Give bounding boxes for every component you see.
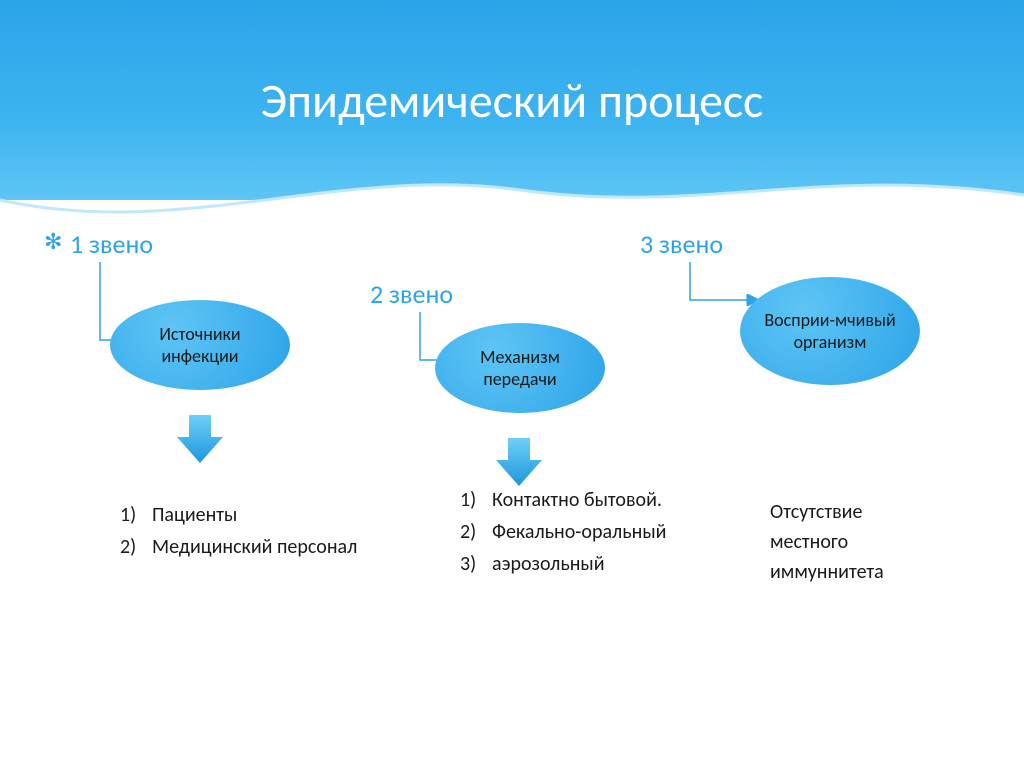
node-source: Источники инфекции	[110, 300, 290, 390]
right-text-line-3: иммуннитета	[770, 557, 884, 587]
node-mechanism: Механизм передачи	[435, 323, 605, 413]
right-text-line-2: местного	[770, 527, 884, 557]
block-arrow-1	[177, 415, 223, 463]
list-sources: 1)Пациенты 2)Медицинский персонал	[120, 500, 357, 564]
right-text-line-1: Отсутствие	[770, 497, 884, 527]
block-arrow-2	[496, 438, 542, 486]
link-label-2: 2 звено	[370, 278, 453, 310]
list-mech-item-1: Контактно бытовой.	[492, 485, 662, 515]
bullet-icon: ✻	[44, 228, 62, 255]
right-text: Отсутствие местного иммуннитета	[770, 497, 884, 587]
slide-title: Эпидемический процесс	[261, 71, 764, 130]
list-mechanisms: 1)Контактно бытовой. 2)Фекально-оральный…	[460, 485, 666, 581]
list-mech-item-2: Фекально-оральный	[492, 517, 666, 547]
wave-divider	[0, 160, 1024, 240]
list-sources-item-1: Пациенты	[152, 500, 237, 530]
link-label-3: 3 звено	[640, 228, 723, 260]
link-label-1: 1 звено	[70, 228, 153, 260]
node-organism-text: Восприи-­мчивый организм	[750, 309, 910, 354]
node-source-text: Источники инфекции	[120, 323, 280, 368]
slide-header: Эпидемический процесс	[0, 0, 1024, 200]
node-organism: Восприи-­мчивый организм	[740, 277, 920, 385]
list-mech-item-3: аэрозольный	[492, 549, 605, 579]
list-sources-item-2: Медицинский персонал	[152, 532, 357, 562]
node-mechanism-text: Механизм передачи	[445, 346, 595, 391]
